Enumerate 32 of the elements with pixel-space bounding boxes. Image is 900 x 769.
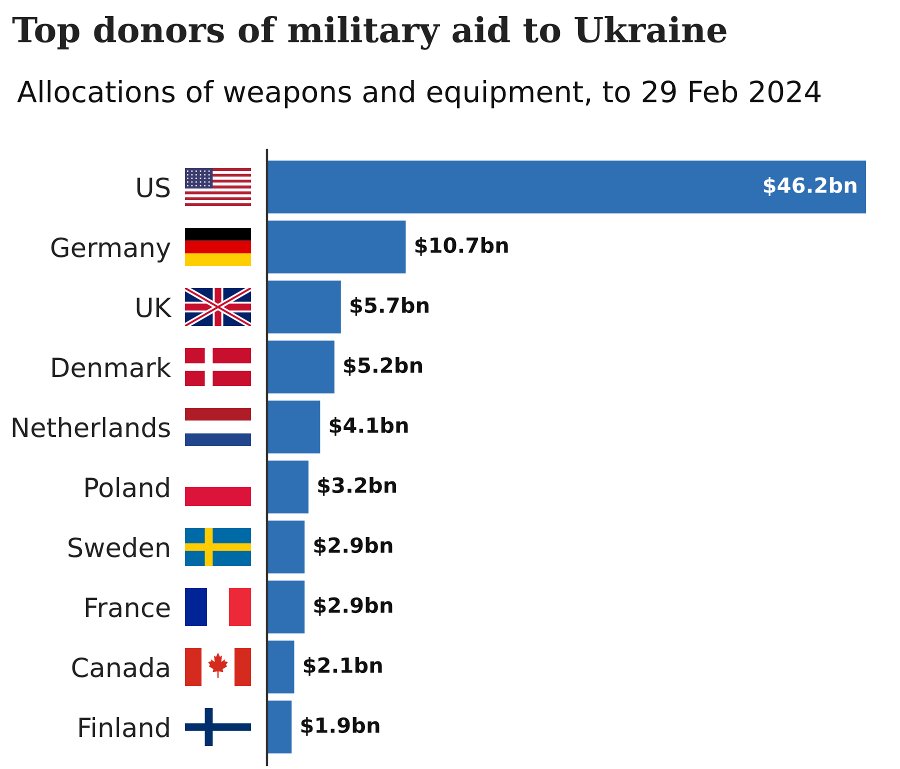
data-label: $2.9bn [314, 536, 392, 556]
y-tick-label: France [86, 598, 170, 618]
data-label: $46.2bn [764, 176, 856, 196]
data-label: $3.2bn [318, 476, 396, 496]
data-label: $4.1bn [330, 416, 408, 436]
y-tick-label: Germany [51, 237, 170, 263]
bar [267, 520, 305, 574]
y-tick-label: Denmark [52, 356, 172, 378]
data-label: $1.9bn [301, 716, 380, 736]
chart-title: Top donors of military aid to Ukraine [12, 16, 726, 50]
y-tick-label: Netherlands [12, 416, 170, 438]
bar [267, 700, 292, 754]
bar [267, 580, 305, 634]
data-label: $5.2bn [344, 356, 422, 376]
bar [267, 280, 341, 334]
data-label: $5.7bn [350, 296, 428, 316]
data-label: $2.9bn [314, 596, 392, 616]
y-tick-label: US [137, 177, 170, 198]
bar [267, 340, 334, 394]
y-tick-label: Poland [86, 476, 169, 498]
bar [267, 220, 406, 274]
chart-subtitle: Allocations of weapons and equipment, to 29 Feb 2024 [17, 80, 821, 108]
bar [267, 460, 308, 514]
y-tick-label: Canada [72, 656, 169, 678]
y-tick-label: UK [136, 298, 172, 318]
bar [267, 160, 866, 214]
bar [267, 400, 320, 454]
data-label: $10.7bn [415, 236, 508, 256]
y-tick-label: Finland [79, 716, 169, 738]
bar [267, 640, 294, 694]
data-label: $2.1bn [304, 656, 382, 676]
y-tick-label: Sweden [68, 536, 169, 558]
